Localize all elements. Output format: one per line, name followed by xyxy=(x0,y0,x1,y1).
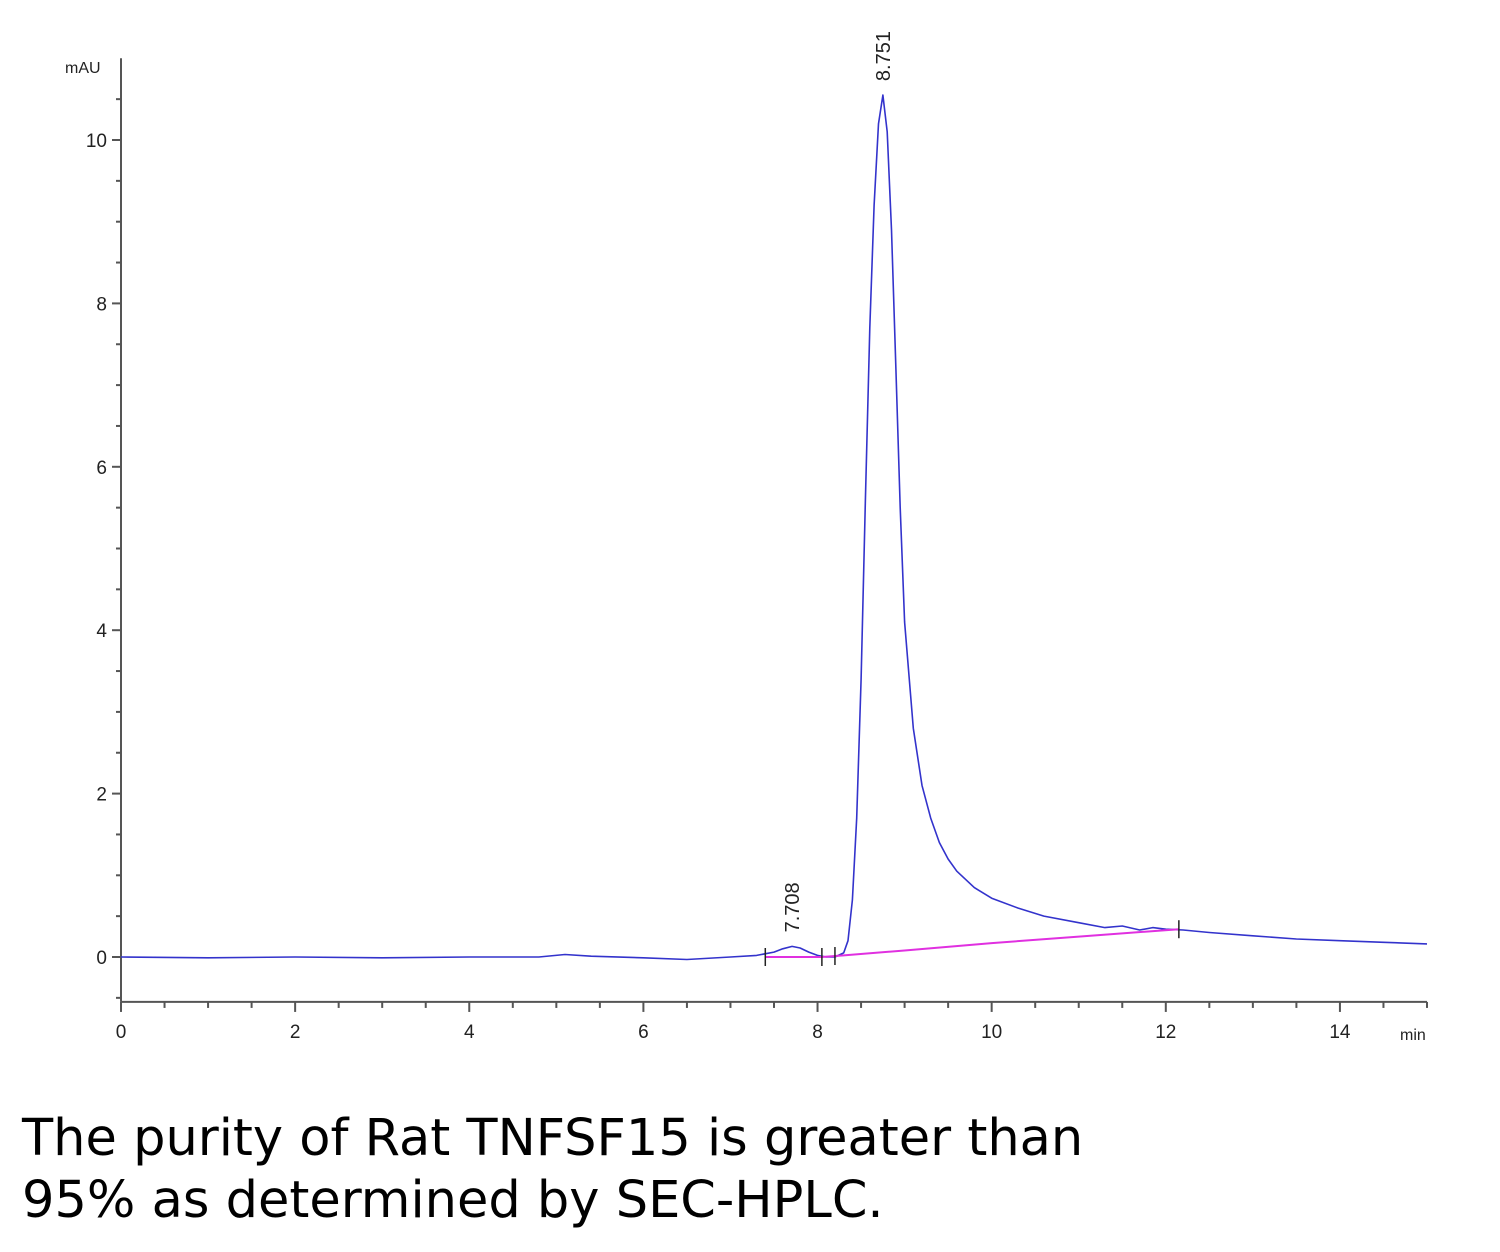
y-tick-label: 10 xyxy=(86,131,107,152)
y-tick-label: 6 xyxy=(96,458,107,479)
chart-ticks: 0 2 4 6 8 10 0 2 4 6 8 10 12 14 xyxy=(86,98,1428,1043)
chart-series xyxy=(120,94,1428,961)
chart-annotations: 7.708 8.751 xyxy=(764,31,1180,966)
y-axis-unit-label: mAU xyxy=(65,60,101,77)
y-tick-label: 0 xyxy=(96,948,107,969)
figure-caption: The purity of Rat TNFSF15 is greater tha… xyxy=(22,1108,1482,1232)
x-tick-label: 10 xyxy=(981,1022,1002,1043)
caption-line-2: 95% as determined by SEC-HPLC. xyxy=(22,1171,884,1230)
y-tick-label: 4 xyxy=(96,621,107,642)
x-tick-label: 2 xyxy=(290,1022,301,1043)
chart-axes xyxy=(120,58,1427,1003)
y-tick-label: 8 xyxy=(96,294,107,315)
x-tick-label: 12 xyxy=(1155,1022,1176,1043)
baseline-trace-line xyxy=(765,928,1179,958)
peak-label: 7.708 xyxy=(782,882,804,932)
caption-line-1: The purity of Rat TNFSF15 is greater tha… xyxy=(22,1109,1084,1168)
x-tick-label: 8 xyxy=(812,1022,823,1043)
x-tick-label: 4 xyxy=(464,1022,475,1043)
chromatogram-chart: 0 2 4 6 8 10 0 2 4 6 8 10 12 14 7.708 8.751 mAU min xyxy=(65,31,1428,1044)
y-tick-label: 2 xyxy=(96,785,107,806)
peak-label: 8.751 xyxy=(873,31,895,81)
x-tick-label: 0 xyxy=(116,1022,127,1043)
x-tick-label: 14 xyxy=(1329,1022,1351,1043)
x-axis-unit-label: min xyxy=(1400,1027,1426,1044)
x-tick-label: 6 xyxy=(638,1022,649,1043)
signal-trace-line xyxy=(120,94,1428,961)
